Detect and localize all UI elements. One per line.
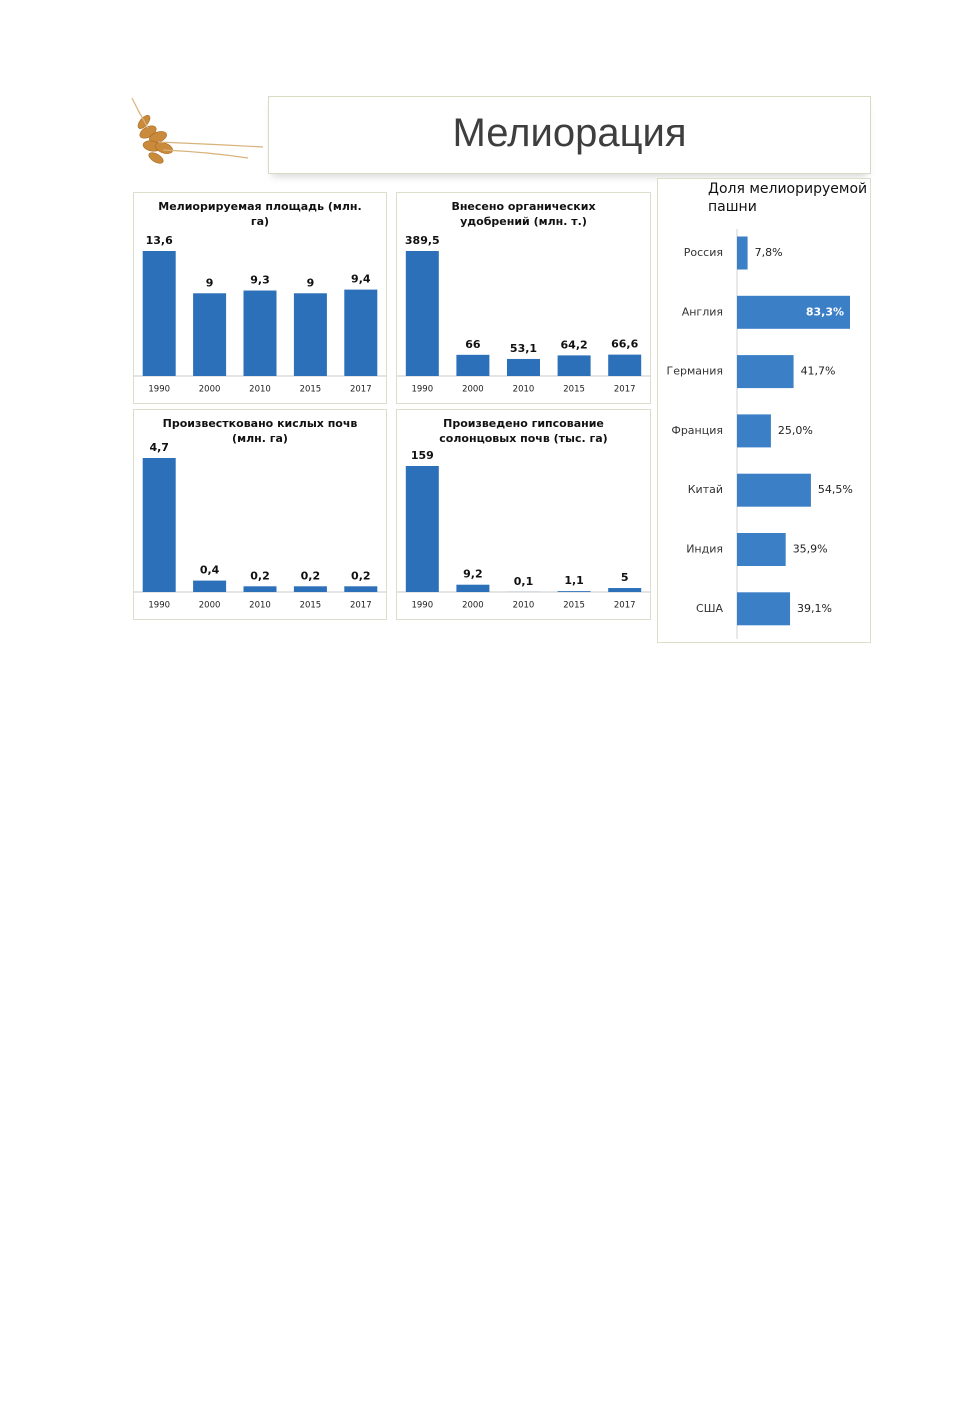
value-label: 9,3: [250, 274, 270, 287]
value-label: 83,3%: [806, 305, 844, 318]
x-tick-label: 1990: [148, 601, 170, 611]
chart: 4,7 1990 0,4 2000 0,2 2010 0,2 2015 0,2 2017: [134, 441, 386, 611]
value-label: 0,2: [250, 569, 270, 582]
chart-panel: 4,7 1990 0,4 2000 0,2 2010 0,2 2015 0,2 2017 Произ…: [133, 409, 387, 620]
value-label: 53,1: [510, 342, 537, 355]
value-label: 9,4: [351, 273, 371, 286]
chart-panel: Россия 7,8% Англия 83,3% Германия 41,7% Франци…: [657, 178, 871, 643]
chart-panel: 389,5 1990 66 2000 53,1 2010 64,2 2015 66,6 2017 В…: [396, 192, 651, 404]
value-label: 389,5: [405, 234, 440, 247]
value-label: 66,6: [611, 338, 638, 351]
value-label: 5: [621, 571, 629, 584]
bar: [405, 251, 439, 376]
chart-panel: 13,6 1990 9 2000 9,3 2010 9 2015 9,4 2017 Мелиорир…: [133, 192, 387, 404]
bar: [142, 458, 176, 592]
bar: [507, 358, 540, 376]
y-tick-label: Германия: [667, 365, 723, 378]
value-label: 66: [465, 338, 481, 351]
value-label: 39,1%: [797, 602, 832, 615]
value-label: 13,6: [146, 234, 173, 247]
x-tick-label: 2010: [249, 385, 271, 395]
y-tick-label: Англия: [682, 305, 723, 318]
x-tick-label: 1990: [148, 385, 170, 395]
value-label: 4,7: [149, 441, 169, 454]
chart-title: Произведено гипсование солонцовых почв (…: [439, 417, 608, 445]
y-tick-label: Франция: [671, 424, 723, 437]
bar: [193, 293, 227, 376]
x-tick-label: 2015: [300, 385, 322, 395]
x-tick-label: 1990: [411, 385, 433, 395]
x-tick-label: 2010: [513, 601, 535, 611]
x-tick-label: 1990: [411, 601, 433, 611]
header-box: Мелиорация: [268, 96, 871, 174]
bar: [142, 251, 176, 376]
value-label: 64,2: [561, 338, 588, 351]
y-tick-label: США: [696, 602, 723, 615]
value-label: 54,5%: [818, 483, 853, 496]
value-label: 0,2: [301, 569, 321, 582]
value-label: 9: [307, 276, 315, 289]
value-label: 35,9%: [793, 543, 828, 556]
bar: [557, 355, 591, 376]
value-label: 0,2: [351, 569, 371, 582]
bar: [737, 533, 786, 566]
x-tick-label: 2010: [249, 601, 271, 611]
bar: [737, 295, 850, 329]
value-label: 0,4: [200, 564, 220, 577]
bar: [293, 586, 327, 592]
chart: 389,5 1990 66 2000 53,1 2010 64,2 2015 66,6 2017: [397, 234, 650, 395]
x-tick-label: 2017: [614, 601, 636, 611]
x-tick-label: 2000: [199, 385, 221, 395]
value-label: 9: [206, 276, 214, 289]
x-tick-label: 2015: [563, 385, 585, 395]
x-tick-label: 2000: [199, 601, 221, 611]
bar: [243, 586, 277, 592]
bar: [737, 355, 794, 389]
chart-title: Мелиорируемая площадь (млн. га): [158, 200, 362, 228]
value-label: 0,1: [514, 575, 534, 588]
bar: [344, 586, 378, 592]
value-label: 25,0%: [778, 424, 813, 437]
x-tick-label: 2015: [563, 601, 585, 611]
bar: [344, 289, 378, 376]
x-tick-label: 2010: [513, 385, 535, 395]
chart-title: Произвестковано кислых почв (млн. га): [162, 417, 358, 445]
bar: [456, 354, 490, 376]
bar: [737, 414, 771, 448]
bar: [608, 588, 642, 592]
y-tick-label: Индия: [686, 543, 723, 556]
value-label: 41,7%: [801, 365, 836, 378]
bar: [243, 290, 277, 376]
x-tick-label: 2017: [614, 385, 636, 395]
bar: [557, 591, 591, 592]
page-title: Мелиорация: [452, 111, 687, 155]
x-tick-label: 2015: [300, 601, 322, 611]
chart: 159 1990 9,2 2000 0,1 2010 1,1 2015 5 2017: [397, 449, 650, 611]
x-tick-label: 2000: [462, 601, 484, 611]
chart-panel: 159 1990 9,2 2000 0,1 2010 1,1 2015 5 2017 Произве…: [396, 409, 651, 620]
bar: [405, 466, 439, 592]
bar: [456, 584, 490, 592]
value-label: 7,8%: [755, 246, 783, 259]
wheat-icon: [131, 97, 264, 164]
value-label: 9,2: [463, 568, 483, 581]
chart-title: Внесено органических удобрений (млн. т.): [451, 200, 596, 228]
bar: [293, 293, 327, 376]
chart: Россия 7,8% Англия 83,3% Германия 41,7% Франци…: [667, 229, 853, 639]
value-label: 1,1: [564, 574, 584, 587]
x-tick-label: 2000: [462, 385, 484, 395]
y-tick-label: Китай: [688, 483, 723, 496]
x-tick-label: 2017: [350, 601, 372, 611]
x-tick-label: 2017: [350, 385, 372, 395]
value-label: 159: [411, 449, 434, 462]
bar: [737, 473, 811, 507]
chart: 13,6 1990 9 2000 9,3 2010 9 2015 9,4 2017: [134, 234, 386, 395]
chart-title: Доля мелиорируемой пашни: [708, 181, 868, 215]
bar: [737, 592, 791, 626]
y-tick-label: Россия: [684, 246, 723, 259]
bar: [608, 354, 642, 376]
bar: [737, 236, 748, 270]
bar: [193, 580, 227, 592]
